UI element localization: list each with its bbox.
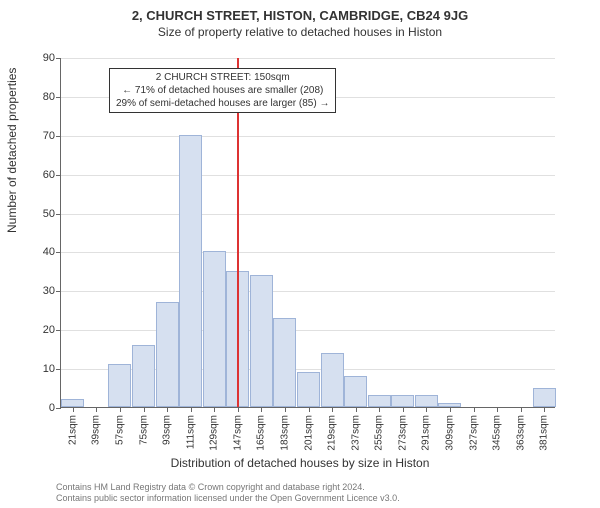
histogram-bar: [250, 275, 273, 407]
x-tick-label: 201sqm: [303, 415, 314, 451]
y-tick-label: 10: [43, 363, 55, 375]
y-tick-mark: [56, 58, 61, 59]
x-tick-label: 255sqm: [374, 415, 385, 451]
histogram-bar: [132, 345, 155, 407]
x-axis-label: Distribution of detached houses by size …: [0, 456, 600, 470]
footer-line1: Contains HM Land Registry data © Crown c…: [56, 482, 400, 493]
x-tick-label: 111sqm: [185, 415, 196, 449]
x-tick-label: 93sqm: [162, 415, 173, 445]
y-tick-mark: [56, 175, 61, 176]
y-tick-mark: [56, 97, 61, 98]
gridline: [61, 330, 555, 331]
x-tick-label: 237sqm: [350, 415, 361, 451]
x-tick-mark: [191, 407, 192, 412]
y-tick-label: 40: [43, 246, 55, 258]
y-tick-label: 30: [43, 285, 55, 297]
x-tick-label: 327sqm: [468, 415, 479, 451]
histogram-bar: [61, 399, 84, 407]
x-tick-mark: [261, 407, 262, 412]
x-tick-mark: [379, 407, 380, 412]
y-axis-label: Number of detached properties: [5, 68, 19, 233]
histogram-bar: [415, 395, 438, 407]
gridline: [61, 136, 555, 137]
histogram-bar: [156, 302, 179, 407]
x-tick-mark: [214, 407, 215, 412]
footer-attribution: Contains HM Land Registry data © Crown c…: [56, 482, 400, 504]
histogram-bar: [368, 395, 391, 407]
gridline: [61, 252, 555, 253]
x-tick-label: 57sqm: [114, 415, 125, 445]
histogram-bar: [108, 364, 131, 407]
histogram-bar: [321, 353, 344, 407]
x-tick-mark: [309, 407, 310, 412]
y-tick-label: 90: [43, 52, 55, 64]
x-tick-mark: [167, 407, 168, 412]
x-tick-mark: [356, 407, 357, 412]
x-tick-label: 39sqm: [91, 415, 102, 445]
x-tick-label: 381sqm: [539, 415, 550, 451]
histogram-bar: [297, 372, 320, 407]
annotation-box: 2 CHURCH STREET: 150sqm← 71% of detached…: [109, 68, 336, 113]
gridline: [61, 291, 555, 292]
x-tick-label: 363sqm: [515, 415, 526, 451]
x-tick-label: 165sqm: [256, 415, 267, 451]
x-tick-mark: [144, 407, 145, 412]
x-tick-label: 21sqm: [67, 415, 78, 445]
x-tick-label: 309sqm: [444, 415, 455, 451]
x-tick-mark: [521, 407, 522, 412]
x-tick-label: 273sqm: [397, 415, 408, 451]
x-tick-mark: [73, 407, 74, 412]
x-tick-mark: [497, 407, 498, 412]
y-tick-label: 70: [43, 130, 55, 142]
y-tick-mark: [56, 136, 61, 137]
y-tick-mark: [56, 330, 61, 331]
y-tick-mark: [56, 291, 61, 292]
y-tick-mark: [56, 252, 61, 253]
histogram-bar: [391, 395, 414, 407]
gridline: [61, 214, 555, 215]
annotation-line: 2 CHURCH STREET: 150sqm: [116, 71, 329, 84]
chart-plot-area: 010203040506070809021sqm39sqm57sqm75sqm9…: [60, 58, 555, 408]
y-tick-label: 50: [43, 208, 55, 220]
x-tick-label: 147sqm: [232, 415, 243, 451]
x-tick-mark: [403, 407, 404, 412]
x-tick-mark: [474, 407, 475, 412]
x-tick-mark: [96, 407, 97, 412]
x-tick-label: 345sqm: [492, 415, 503, 451]
x-tick-label: 183sqm: [279, 415, 290, 451]
histogram-bar: [344, 376, 367, 407]
y-tick-label: 20: [43, 324, 55, 336]
x-tick-mark: [285, 407, 286, 412]
histogram-bar: [179, 135, 202, 407]
x-tick-mark: [120, 407, 121, 412]
x-tick-label: 75sqm: [138, 415, 149, 445]
gridline: [61, 175, 555, 176]
y-tick-mark: [56, 214, 61, 215]
x-tick-mark: [426, 407, 427, 412]
title-sub: Size of property relative to detached ho…: [0, 25, 600, 39]
x-tick-label: 129sqm: [209, 415, 220, 451]
annotation-line: 29% of semi-detached houses are larger (…: [116, 97, 329, 110]
y-tick-label: 0: [49, 402, 55, 414]
footer-line2: Contains public sector information licen…: [56, 493, 400, 504]
y-tick-mark: [56, 369, 61, 370]
histogram-bar: [203, 251, 226, 407]
x-tick-mark: [238, 407, 239, 412]
x-tick-mark: [544, 407, 545, 412]
histogram-bar: [533, 388, 556, 407]
annotation-line: ← 71% of detached houses are smaller (20…: [116, 84, 329, 97]
x-tick-mark: [450, 407, 451, 412]
y-tick-mark: [56, 408, 61, 409]
y-tick-label: 80: [43, 91, 55, 103]
title-main: 2, CHURCH STREET, HISTON, CAMBRIDGE, CB2…: [0, 8, 600, 23]
x-tick-label: 291sqm: [421, 415, 432, 451]
x-tick-label: 219sqm: [327, 415, 338, 451]
x-tick-mark: [332, 407, 333, 412]
gridline: [61, 58, 555, 59]
histogram-bar: [273, 318, 296, 407]
y-tick-label: 60: [43, 169, 55, 181]
